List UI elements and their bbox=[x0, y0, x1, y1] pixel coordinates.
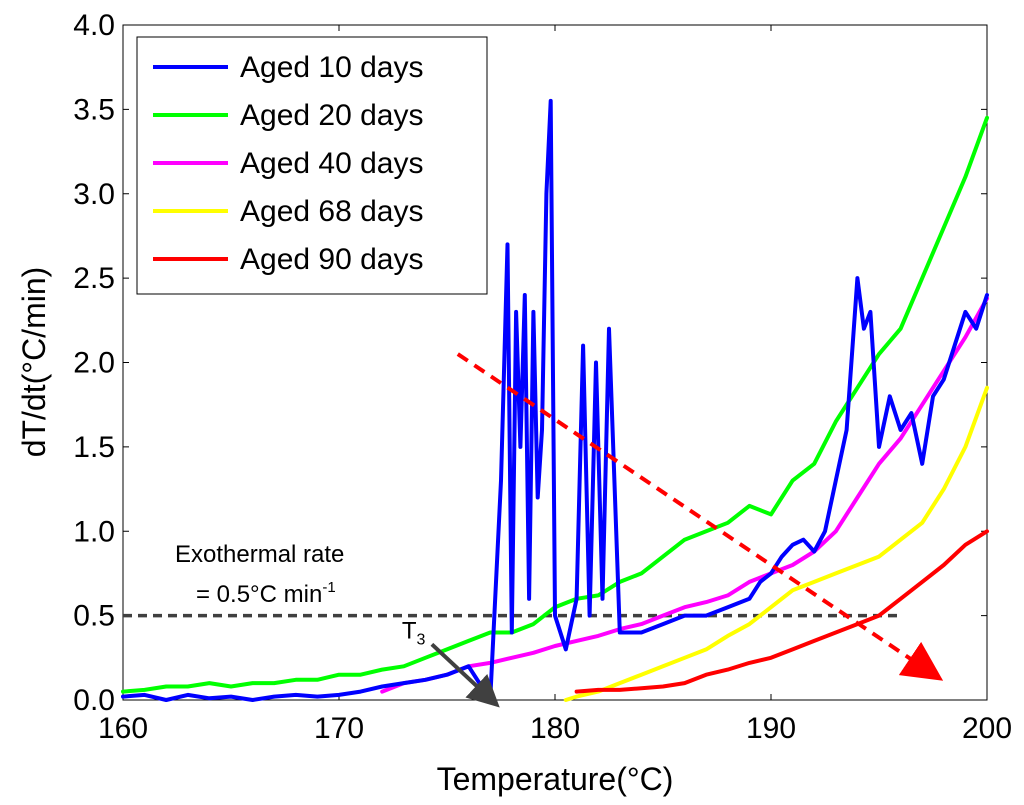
legend-label: Aged 40 days bbox=[240, 147, 423, 180]
rate-annotation-line1: Exothermal rate bbox=[175, 541, 344, 568]
x-tick-group: 160 170 180 190 200 bbox=[98, 25, 1012, 745]
y-tick-label: 3.0 bbox=[73, 178, 115, 211]
y-tick-label: 4.0 bbox=[73, 9, 115, 42]
y-axis-title: dT/dt(°C/min) bbox=[16, 267, 52, 458]
x-tick-label: 160 bbox=[98, 712, 148, 745]
legend: Aged 10 days Aged 20 days Aged 40 days Aged… bbox=[136, 36, 488, 295]
x-tick-label: 170 bbox=[314, 712, 364, 745]
legend-box bbox=[136, 36, 488, 295]
x-tick-label: 180 bbox=[530, 712, 580, 745]
series-line-aged-68-days bbox=[563, 385, 989, 702]
y-tick-label: 2.0 bbox=[73, 347, 115, 380]
legend-label: Aged 68 days bbox=[240, 195, 423, 228]
legend-label: Aged 10 days bbox=[240, 51, 423, 84]
t3-label: T3 bbox=[402, 617, 426, 648]
series-line-aged-10-days bbox=[121, 98, 989, 702]
y-tick-label: 3.5 bbox=[73, 93, 115, 126]
overlay-group: T3 Exothermal rate = 0.5°C min-1 bbox=[175, 352, 944, 708]
y-tick-label: 0.5 bbox=[73, 600, 115, 633]
rate-annotation-exponent: -1 bbox=[322, 579, 335, 596]
y-tick-label: 1.5 bbox=[73, 431, 115, 464]
y-tick-label: 0.0 bbox=[73, 684, 115, 717]
series-line-aged-40-days bbox=[380, 296, 989, 694]
y-tick-label: 2.5 bbox=[73, 262, 115, 295]
x-axis-title: Temperature(°C) bbox=[437, 761, 674, 797]
y-tick-label: 1.0 bbox=[73, 515, 115, 548]
series-line-aged-90-days bbox=[574, 529, 989, 694]
t3-label-sub: 3 bbox=[417, 631, 426, 648]
series-group bbox=[121, 98, 989, 702]
t3-label-main: T bbox=[402, 617, 417, 644]
rate-annotation-value: = 0.5°C min bbox=[196, 581, 322, 608]
rate-annotation-line2: = 0.5°C min-1 bbox=[196, 579, 336, 608]
legend-label: Aged 20 days bbox=[240, 99, 423, 132]
x-tick-label: 200 bbox=[962, 712, 1012, 745]
legend-label: Aged 90 days bbox=[240, 243, 423, 276]
y-tick-group: 0.0 0.5 1.0 1.5 2.0 2.5 3.0 3.5 4.0 bbox=[73, 9, 987, 717]
t3-arrow bbox=[430, 642, 500, 708]
trend-arrow bbox=[456, 352, 944, 681]
x-tick-label: 190 bbox=[746, 712, 796, 745]
